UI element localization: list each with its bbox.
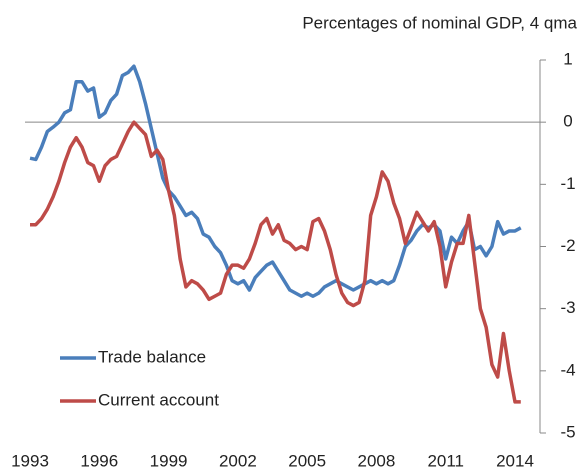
x-tick-label: 2011	[427, 451, 464, 470]
y-tick-label: 1	[563, 49, 572, 68]
y-tick-label: -1	[560, 174, 575, 193]
series-line	[29, 64, 522, 298]
y-tick-label: -2	[560, 236, 575, 255]
legend-label: Current account	[98, 390, 219, 409]
x-tick-label: 2008	[358, 451, 396, 470]
y-tick-label: -4	[560, 360, 575, 379]
y-tick-label: -5	[560, 422, 575, 441]
x-tick-label: 2005	[288, 451, 326, 470]
chart-title: Percentages of nominal GDP, 4 qma	[302, 13, 577, 32]
x-tick-label: 1996	[80, 451, 118, 470]
y-tick-label: 0	[563, 112, 572, 131]
x-tick-label: 1999	[150, 451, 188, 470]
series-line	[30, 120, 521, 404]
x-tick-label: 2014	[496, 451, 534, 470]
y-tick-label: -3	[560, 298, 575, 317]
legend-label: Trade balance	[98, 347, 206, 366]
x-tick-label: 1993	[11, 451, 49, 470]
x-tick-label: 2002	[219, 451, 257, 470]
